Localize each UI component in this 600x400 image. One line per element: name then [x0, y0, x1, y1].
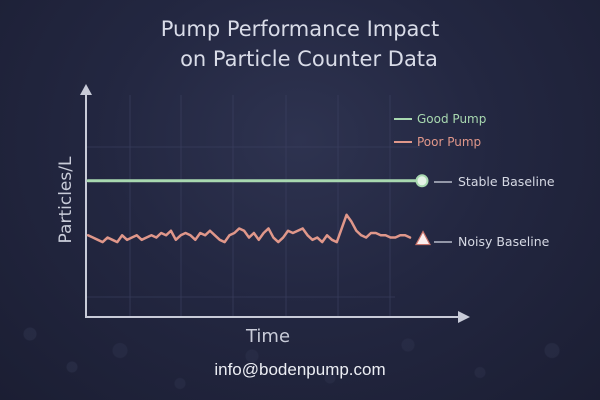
annotation-stable-baseline: Stable Baseline — [434, 174, 555, 189]
x-axis — [85, 311, 470, 323]
chart-title-line-2: on Particle Counter Data — [180, 47, 438, 71]
good-pump-end-circle-icon — [415, 174, 429, 188]
poor-pump-end-triangle-icon — [414, 230, 432, 246]
x-axis-label: Time — [245, 326, 290, 347]
legend: Good Pump Poor Pump — [394, 112, 486, 149]
y-axis — [80, 84, 92, 317]
grid — [86, 95, 420, 316]
svg-text:Noisy Baseline: Noisy Baseline — [458, 234, 550, 249]
poor-pump-line — [86, 213, 412, 244]
chart-title-line-1: Pump Performance Impact — [160, 17, 440, 41]
annotation-noisy-baseline: Noisy Baseline — [434, 234, 550, 249]
svg-text:Stable Baseline: Stable Baseline — [458, 174, 555, 189]
legend-poor-pump-label: Poor Pump — [417, 135, 481, 149]
contact-email: info@bodenpump.com — [214, 360, 386, 379]
legend-good-pump-label: Good Pump — [417, 112, 486, 126]
y-axis-label: Particles/L — [56, 156, 76, 243]
chart-title: Pump Performance Impact on Particle Coun… — [0, 14, 600, 74]
